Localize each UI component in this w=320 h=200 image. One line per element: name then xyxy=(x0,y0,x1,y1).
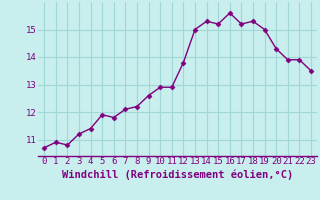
X-axis label: Windchill (Refroidissement éolien,°C): Windchill (Refroidissement éolien,°C) xyxy=(62,169,293,180)
